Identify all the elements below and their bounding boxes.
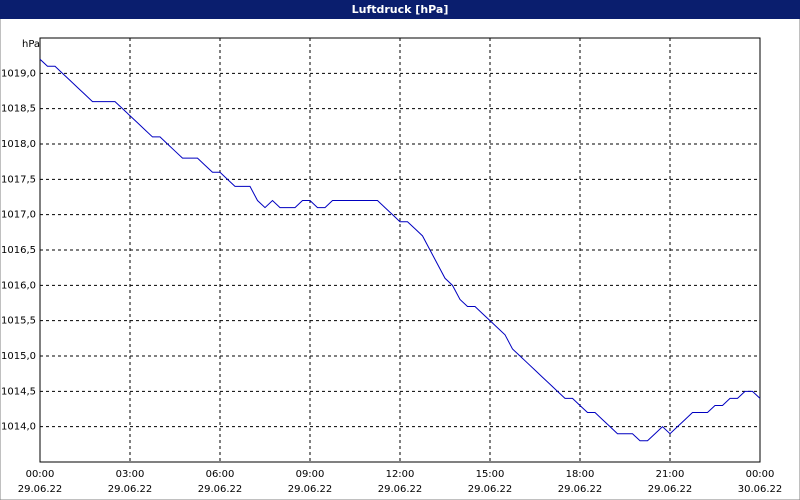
x-tick-label: 09:00	[296, 469, 325, 480]
y-tick-label: 1018,0	[1, 139, 36, 150]
y-tick-label: 1018,5	[1, 104, 36, 115]
y-tick-label: 1014,0	[1, 422, 36, 433]
x-tick-date: 29.06.22	[468, 484, 513, 495]
y-tick-label: 1015,5	[1, 316, 36, 327]
x-tick-label: 03:00	[116, 469, 145, 480]
x-tick-label: 12:00	[386, 469, 415, 480]
x-tick-label: 00:00	[26, 469, 55, 480]
x-tick-label: 00:00	[746, 469, 775, 480]
y-tick-label: 1016,5	[1, 245, 36, 256]
y-unit: hPa	[22, 39, 40, 50]
x-tick-date: 29.06.22	[558, 484, 603, 495]
x-tick-label: 15:00	[476, 469, 505, 480]
x-tick-date: 29.06.22	[378, 484, 423, 495]
y-tick-label: 1015,0	[1, 351, 36, 362]
x-tick-date: 30.06.22	[738, 484, 783, 495]
y-tick-label: 1017,0	[1, 210, 36, 221]
x-tick-label: 18:00	[566, 469, 595, 480]
y-tick-label: 1016,0	[1, 280, 36, 291]
x-tick-label: 06:00	[206, 469, 235, 480]
y-tick-label: 1019,0	[1, 68, 36, 79]
y-tick-label: 1017,5	[1, 174, 36, 185]
y-tick-label: 1014,5	[1, 386, 36, 397]
data-line	[39, 58, 761, 442]
chart-title: Luftdruck [hPa]	[352, 3, 449, 16]
x-tick-date: 29.06.22	[198, 484, 243, 495]
x-tick-label: 21:00	[656, 469, 685, 480]
x-tick-date: 29.06.22	[108, 484, 153, 495]
title-bar	[0, 0, 800, 19]
x-tick-date: 29.06.22	[648, 484, 693, 495]
x-tick-date: 29.06.22	[288, 484, 333, 495]
x-tick-date: 29.06.22	[18, 484, 63, 495]
